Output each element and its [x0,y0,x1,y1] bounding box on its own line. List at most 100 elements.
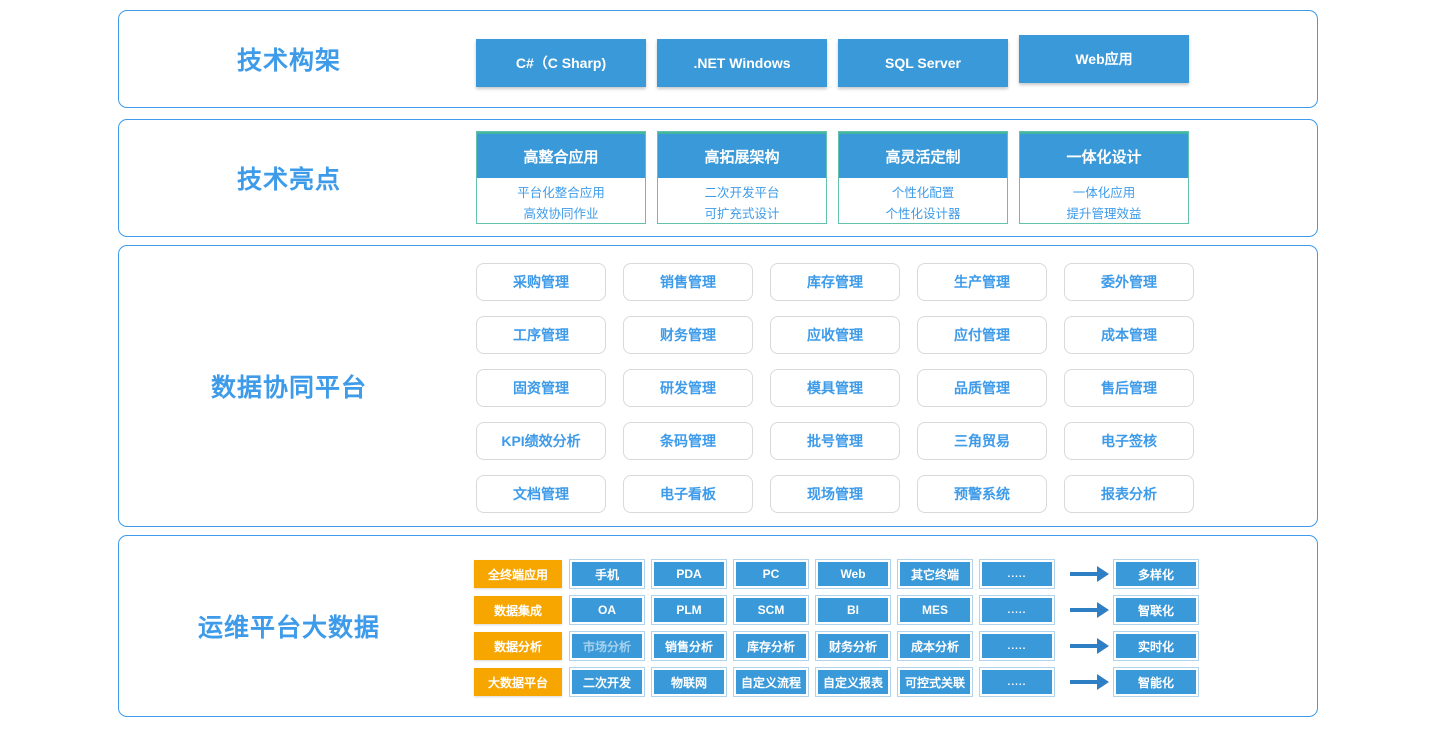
platform-module-button[interactable]: 工序管理 [476,316,606,354]
ops-item-tile[interactable]: 市场分析 [570,632,644,660]
platform-module-button[interactable]: 销售管理 [623,263,753,301]
highlight-card-line: 个性化设计器 [885,207,961,221]
right-arrow-icon [1062,632,1109,660]
platform-module-button[interactable]: 委外管理 [1064,263,1194,301]
highlights-title: 技术亮点 [236,166,341,194]
ops-item-tile[interactable]: SCM [734,596,808,624]
arrow-shaft [1070,566,1109,582]
platform-module-button[interactable]: 库存管理 [770,263,900,301]
tech-stack-buttons: C#（C Sharp) .NET Windows SQL Server Web应用 [476,35,1189,87]
ops-item-tile[interactable]: BI [816,596,890,624]
platform-module-button[interactable]: 财务管理 [623,316,753,354]
ops-row: 数据分析 市场分析 销售分析 库存分析 财务分析 成本分析..... 实时化 [474,632,1198,660]
ops-item-tile[interactable]: 可控式关联 [898,668,972,696]
platform-module-button[interactable]: 报表分析 [1064,475,1194,513]
highlight-card-body: 二次开发平台 可扩充式设计 [658,178,826,225]
platform-module-button[interactable]: 三角贸易 [917,422,1047,460]
highlight-card-body: 个性化配置 个性化设计器 [839,178,1007,225]
arrow-shaft [1070,602,1109,618]
tech-stack-button[interactable]: .NET Windows [657,39,827,87]
highlight-card-title: 一体化设计 [1020,132,1188,178]
platform-module-button[interactable]: 固资管理 [476,369,606,407]
ops-item-tile[interactable]: 其它终端 [898,560,972,588]
ops-category-badge[interactable]: 大数据平台 [474,668,562,696]
highlight-card-body: 一体化应用提升管理效益 [1020,178,1188,225]
platform-module-button[interactable]: KPI绩效分析 [476,422,606,460]
right-arrow-icon [1062,668,1109,696]
ops-item-tile[interactable]: 物联网 [652,668,726,696]
highlight-card-title: 高灵活定制 [839,132,1007,178]
ops-row: 全终端应用 手机 PDA PC Web 其它终端..... 多样化 [474,560,1198,588]
highlight-card[interactable]: 高整合应用 平台化整合应用 高效协同作业 [476,131,646,224]
panel-platform: 数据协同平台 采购管理 销售管理 库存管理 生产管理 委外管理工序管理 财务管理 应收管理应… [118,245,1318,527]
platform-module-button[interactable]: 售后管理 [1064,369,1194,407]
ops-result-button[interactable]: 智联化 [1114,596,1198,624]
ops-item-tile[interactable]: 二次开发 [570,668,644,696]
ops-item-tile[interactable]: ..... [980,668,1054,696]
platform-module-button[interactable]: 研发管理 [623,369,753,407]
ops-item-tile[interactable]: Web [816,560,890,588]
tech-stack-button[interactable]: C#（C Sharp) [476,39,646,87]
platform-module-button[interactable]: 应付管理 [917,316,1047,354]
arrow-shaft [1070,674,1109,690]
tech-stack-title: 技术构架 [236,47,341,75]
platform-module-button[interactable]: 条码管理 [623,422,753,460]
highlight-card[interactable]: 高灵活定制 个性化配置 个性化设计器 [838,131,1008,224]
ops-row: 数据集成 OA PLM SCM BI MES..... 智联化 [474,596,1198,624]
ops-result-button[interactable]: 多样化 [1114,560,1198,588]
ops-category-badge[interactable]: 数据分析 [474,632,562,660]
right-arrow-icon [1062,596,1109,624]
platform-module-button[interactable]: 模具管理 [770,369,900,407]
ops-item-tile[interactable]: 销售分析 [652,632,726,660]
ops-category-badge[interactable]: 全终端应用 [474,560,562,588]
platform-module-button[interactable]: 应收管理 [770,316,900,354]
platform-module-button[interactable]: 现场管理 [770,475,900,513]
highlight-card[interactable]: 一体化设计一体化应用提升管理效益 [1019,131,1189,224]
tech-stack-button[interactable]: Web应用 [1019,35,1189,83]
ops-row: 大数据平台 二次开发 物联网 自定义流程 自定义报表 可控式关联..... 智能化 [474,668,1198,696]
platform-module-button[interactable]: 品质管理 [917,369,1047,407]
panel-ops: 运维平台大数据 全终端应用 手机 PDA PC Web 其它终端..... 多样化 数据集成 O… [118,535,1318,717]
tech-stack-button[interactable]: SQL Server [838,39,1008,87]
ops-item-tile[interactable]: 自定义报表 [816,668,890,696]
platform-module-button[interactable]: 预警系统 [917,475,1047,513]
highlight-card-line: 平台化整合应用 [517,186,605,200]
ops-item-tile[interactable]: PLM [652,596,726,624]
ops-item-tile[interactable]: OA [570,596,644,624]
platform-module-button[interactable]: 电子签核 [1064,422,1194,460]
ops-item-tile[interactable]: 库存分析 [734,632,808,660]
highlight-card-line: 一体化应用 [1072,186,1136,200]
platform-module-button[interactable]: 电子看板 [623,475,753,513]
ops-item-tile[interactable]: 手机 [570,560,644,588]
highlight-card-line: 二次开发平台 [704,186,780,200]
right-arrow-icon [1062,560,1109,588]
highlight-card-line: 提升管理效益 [1066,207,1142,221]
ops-rows: 全终端应用 手机 PDA PC Web 其它终端..... 多样化数据集成 OA PLM SCM B… [474,560,1198,704]
platform-module-button[interactable]: 成本管理 [1064,316,1194,354]
ops-item-tile[interactable]: 自定义流程 [734,668,808,696]
ops-item-tile[interactable]: PDA [652,560,726,588]
ops-item-tile[interactable]: MES [898,596,972,624]
ops-item-tile[interactable]: ..... [980,632,1054,660]
highlight-card-title: 高整合应用 [477,132,645,178]
ops-result-button[interactable]: 智能化 [1114,668,1198,696]
ops-result-button[interactable]: 实时化 [1114,632,1198,660]
ops-category-badge[interactable]: 数据集成 [474,596,562,624]
platform-module-button[interactable]: 批号管理 [770,422,900,460]
ops-item-tile[interactable]: PC [734,560,808,588]
highlight-card-line: 高效协同作业 [523,207,599,221]
highlight-card[interactable]: 高拓展架构 二次开发平台 可扩充式设计 [657,131,827,224]
platform-title: 数据协同平台 [210,374,367,402]
ops-item-tile[interactable]: 成本分析 [898,632,972,660]
platform-module-button[interactable]: 生产管理 [917,263,1047,301]
arrow-shaft [1070,638,1109,654]
ops-item-tile[interactable]: ..... [980,560,1054,588]
platform-module-grid: 采购管理 销售管理 库存管理 生产管理 委外管理工序管理 财务管理 应收管理 应付管理 成本管理… [476,263,1194,513]
highlight-card-body: 平台化整合应用 高效协同作业 [477,178,645,225]
platform-module-button[interactable]: 文档管理 [476,475,606,513]
platform-module-button[interactable]: 采购管理 [476,263,606,301]
panel-tech-stack: 技术构架 C#（C Sharp) .NET Windows SQL Server We… [118,10,1318,108]
ops-item-tile[interactable]: 财务分析 [816,632,890,660]
highlight-cards: 高整合应用 平台化整合应用 高效协同作业 高拓展架构 二次开发平台 可扩充式设计 高灵活定制… [476,131,1189,224]
ops-item-tile[interactable]: ..... [980,596,1054,624]
